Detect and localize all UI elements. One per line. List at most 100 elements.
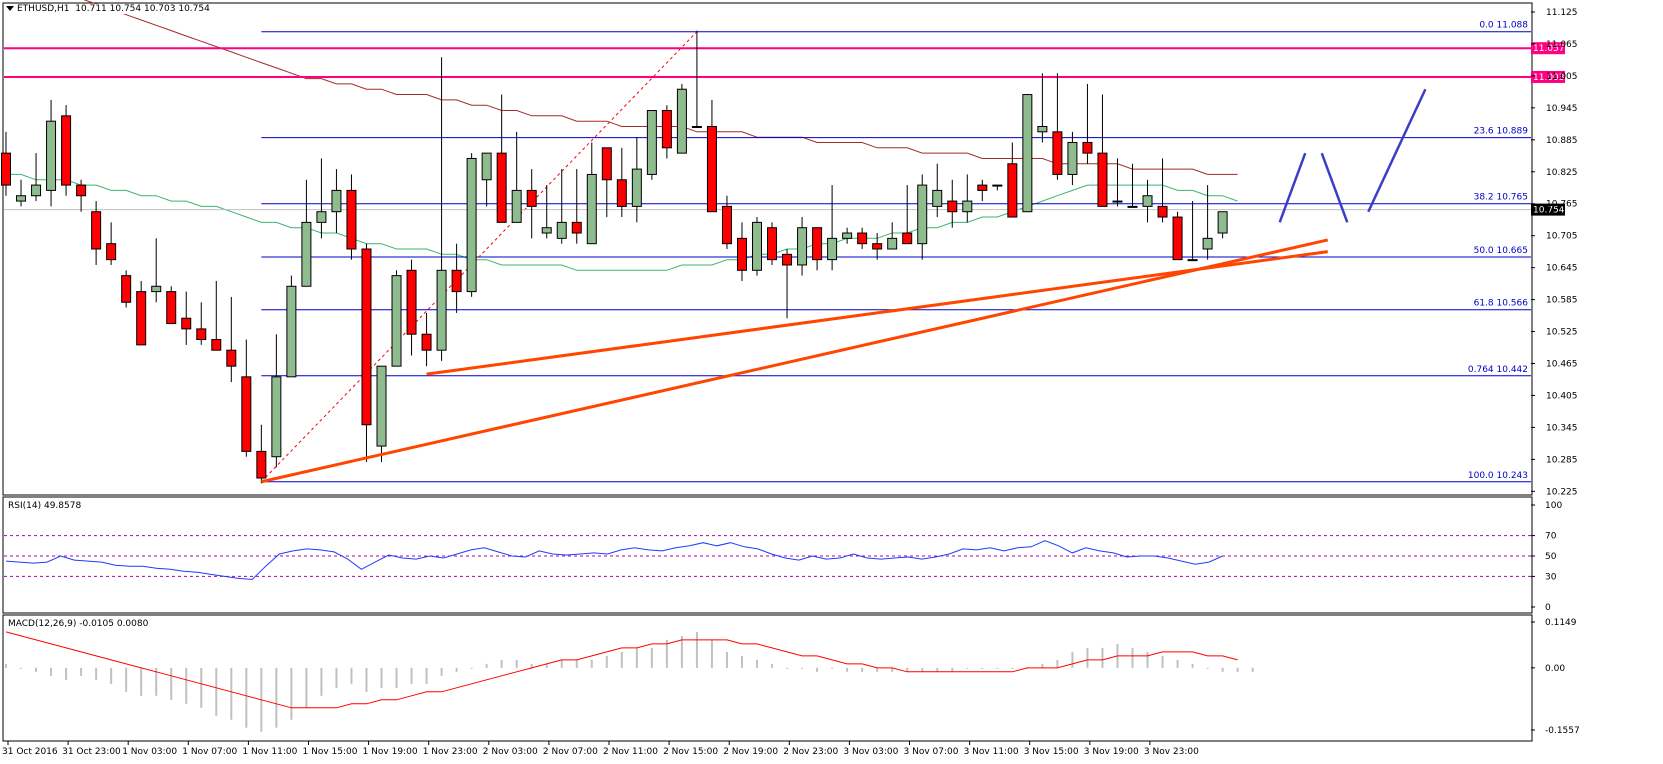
bearish-candle [947,200,958,213]
price-tick-label: 10.525 [1546,328,1578,338]
fib-level-label: 61.8 10.566 [1474,299,1529,309]
projection-line [1278,152,1307,223]
bearish-candle [91,211,102,250]
resistance-layer: 11.057 11.003 10.754 [4,42,1565,216]
bearish-candle [1082,141,1093,154]
macd-tick-label: -0.1557 [1545,726,1580,736]
macd-histogram-bar [740,655,743,668]
bullish-candle [1037,126,1048,133]
chart-menu-icon[interactable] [6,6,14,11]
price-tick-label: 10.705 [1546,232,1578,242]
macd-histogram-bar [80,667,83,676]
bullish-candle [1022,94,1033,213]
macd-histogram-bar [545,663,548,668]
macd-value: -0.0105 0.0080 [79,619,149,629]
bearish-candle [1,152,11,186]
time-tick-label: 3 Nov 03:00 [843,747,898,757]
time-tick-label: 3 Nov 15:00 [1024,747,1079,757]
rsi-layer: 100 70 50 30 0 [4,501,1562,613]
bullish-candle [1067,141,1078,175]
last-price-label: 10.754 [1533,206,1565,216]
fib-level-label: 38.2 10.765 [1474,193,1528,203]
bullish-candle [887,237,898,250]
macd-histogram-bar [831,667,834,669]
bullish-candle [466,157,477,293]
price-tick-label: 10.765 [1546,200,1578,210]
chart-header: ETHUSD,H1 10.711 10.754 10.703 10.754 [4,4,212,14]
bearish-candle [706,126,717,213]
macd-histogram-bar [996,667,999,669]
macd-histogram-bar [485,663,488,668]
macd-histogram-bar [1251,667,1254,672]
macd-histogram-bar [320,667,323,696]
bullish-candle [1202,237,1213,250]
macd-histogram-bar [1176,659,1179,668]
price-tick-label: 11.125 [1546,8,1578,18]
bullish-candle [676,88,687,154]
bearish-candle [226,349,237,367]
macd-tick-label: 0.1149 [1545,618,1577,628]
macd-histogram-bar [305,667,308,708]
resistance-price-label: 11.003 [1533,73,1565,83]
projection-line [1367,88,1427,213]
macd-histogram-bar [1071,651,1074,668]
macd-histogram-bar [20,667,23,669]
macd-histogram-bar [470,667,473,669]
rsi-tick-label: 50 [1545,552,1557,562]
macd-histogram-bar [756,659,758,668]
symbol-label: ETHUSD,H1 [17,4,70,14]
bearish-candle [136,291,147,346]
macd-histogram-bar [650,647,653,668]
macd-histogram-bar [966,667,969,669]
macd-histogram-bar [1041,663,1044,668]
price-tick-label: 11.005 [1546,72,1578,82]
macd-histogram-bar [215,667,218,716]
bullish-candle [556,221,567,239]
price-tick-label: 10.885 [1546,136,1578,146]
fib-anchor-line [260,31,698,483]
time-tick-label: 1 Nov 15:00 [303,747,358,757]
time-tick-label: 2 Nov 15:00 [663,747,718,757]
macd-histogram-bar [290,667,293,720]
bearish-candle [857,232,868,245]
macd-histogram-bar [425,667,428,684]
macd-histogram-bar [1056,659,1059,668]
macd-histogram-bar [801,667,804,669]
rsi-header: RSI(14) 49.8578 [6,501,84,511]
bearish-candle [601,147,612,181]
macd-histogram-bar [50,667,53,676]
macd-histogram-bar [335,667,338,688]
time-tick-label: 31 Oct 2016 [2,747,58,757]
macd-histogram-bar [981,667,984,669]
bearish-candle [812,227,823,261]
macd-histogram-bar [95,667,98,680]
bullish-candle [391,275,402,367]
macd-layer: 0.1149 0.00 -0.1557 [5,618,1580,736]
price-tick-label: 10.645 [1546,264,1578,274]
support-trendline [426,250,1328,376]
bullish-candle [541,227,552,234]
time-tick-label: 2 Nov 03:00 [483,747,538,757]
bearish-candle [256,450,267,479]
last-price-tag [1531,203,1565,216]
macd-panel-frame [2,614,1533,742]
macd-histogram-bar [936,667,939,672]
macd-histogram-bar [710,639,713,668]
macd-histogram-bar [350,667,353,684]
bullish-candle [992,184,1003,187]
rsi-panel-frame [2,496,1533,614]
macd-histogram-bar [1146,651,1149,668]
macd-histogram-bar [1101,647,1104,668]
projection-layer [1278,88,1427,223]
bullish-candle [16,195,27,202]
trendline-layer [261,238,1329,484]
bullish-candle [301,221,312,287]
macd-histogram-bar [620,651,623,668]
macd-histogram-bar [170,667,173,700]
bearish-candle [211,339,222,351]
price-tick-label: 10.285 [1546,455,1578,465]
sma-long-layer [83,0,1238,175]
macd-histogram-bar [35,667,38,672]
bullish-candle [1127,205,1138,208]
